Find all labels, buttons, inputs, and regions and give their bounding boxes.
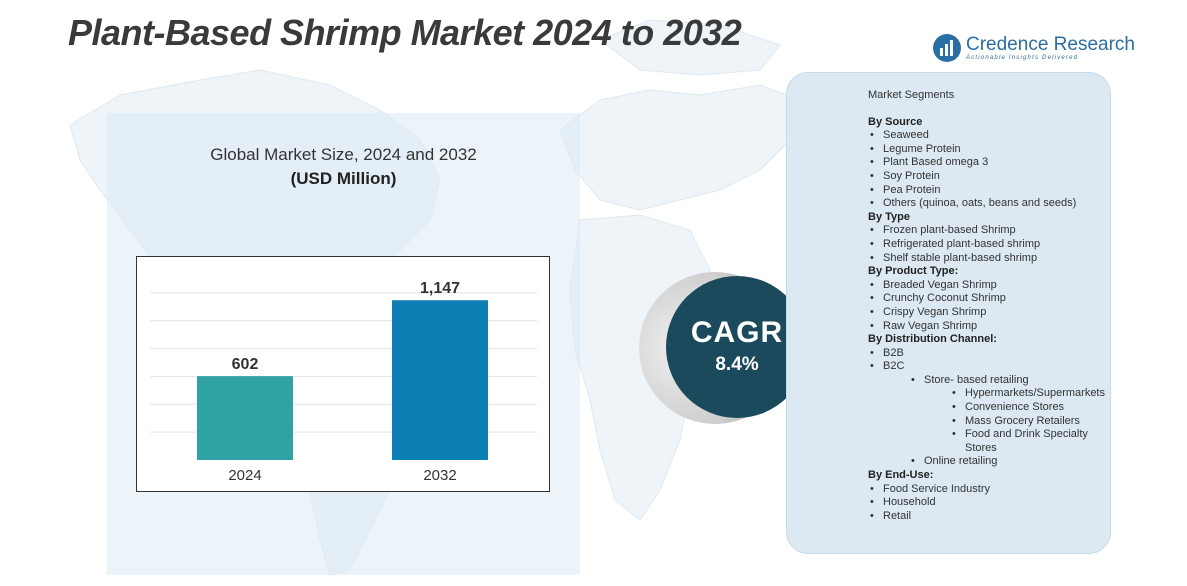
- segment-b2c-list: Store- based retailing: [868, 374, 1113, 388]
- page-title: Plant-Based Shrimp Market 2024 to 2032: [68, 12, 742, 53]
- list-item: Hypermarkets/Supermarkets: [950, 387, 1113, 401]
- logo-name: Credence Research: [966, 34, 1135, 55]
- list-item: Crispy Vegan Shrimp: [868, 306, 1113, 320]
- segment-category-product-type: By Product Type:: [868, 265, 959, 278]
- x-tick-label-2024: 2024: [228, 467, 261, 484]
- list-item: Legume Protein: [868, 143, 1113, 157]
- chart-title: Global Market Size, 2024 and 2032: [210, 145, 477, 164]
- segment-type-list: Frozen plant-based Shrimp Refrigerated p…: [868, 224, 1113, 265]
- list-item: Refrigerated plant-based shrimp: [868, 238, 1113, 252]
- list-item: Online retailing: [909, 455, 1113, 469]
- list-item: Food Service Industry: [868, 483, 1113, 497]
- credence-research-logo: Credence Research Actionable Insights De…: [933, 34, 1135, 62]
- list-item: Shelf stable plant-based shrimp: [868, 252, 1113, 266]
- segment-product-type-list: Breaded Vegan Shrimp Crunchy Coconut Shr…: [868, 279, 1113, 333]
- list-item: Retail: [868, 510, 1113, 524]
- list-item: Frozen plant-based Shrimp: [868, 224, 1113, 238]
- logo-tagline: Actionable Insights Delivered: [966, 55, 1079, 61]
- list-item: Breaded Vegan Shrimp: [868, 279, 1113, 293]
- segment-category-source: By Source: [868, 115, 923, 128]
- list-item: Seaweed: [868, 129, 1113, 143]
- bar-chart-logo-icon: [933, 34, 961, 62]
- list-item: Raw Vegan Shrimp: [868, 320, 1113, 334]
- segment-store-list: Hypermarkets/Supermarkets Convenience St…: [868, 387, 1113, 455]
- list-item: Pea Protein: [868, 184, 1113, 198]
- segment-category-end-use: By End-Use:: [868, 469, 934, 482]
- x-tick-label-2032: 2032: [423, 467, 456, 484]
- segment-end-use-list: Food Service Industry Household Retail: [868, 483, 1113, 524]
- list-item: Household: [868, 496, 1113, 510]
- list-item: Mass Grocery Retailers: [950, 415, 1113, 429]
- segments-list: Market Segments By Source Seaweed Legume…: [868, 89, 1113, 523]
- cagr-value: 8.4%: [715, 354, 759, 375]
- list-item: Food and Drink Specialty Stores: [950, 428, 1113, 455]
- segment-distribution-list: B2B B2C: [868, 347, 1113, 374]
- list-item: Others (quinoa, oats, beans and seeds): [868, 197, 1113, 211]
- list-item: Crunchy Coconut Shrimp: [868, 292, 1113, 306]
- segment-source-list: Seaweed Legume Protein Plant Based omega…: [868, 129, 1113, 211]
- data-label-2024: 602: [232, 356, 259, 373]
- cagr-badge: CAGR 8.4%: [666, 276, 808, 418]
- chart-unit: (USD Million): [290, 169, 397, 188]
- data-label-2032: 1,147: [420, 280, 460, 297]
- bar-2024: [197, 376, 293, 460]
- segment-online-list: Online retailing: [868, 455, 1113, 469]
- list-item: B2C: [868, 360, 1113, 374]
- list-item: Convenience Stores: [950, 401, 1113, 415]
- segments-heading: Market Segments: [868, 89, 955, 101]
- list-item: Plant Based omega 3: [868, 156, 1113, 170]
- segment-category-distribution: By Distribution Channel:: [868, 333, 997, 346]
- bar-2032: [392, 300, 488, 460]
- list-item: B2B: [868, 347, 1113, 361]
- list-item: Store- based retailing: [909, 374, 1113, 388]
- cagr-label: CAGR: [690, 316, 784, 349]
- list-item: Soy Protein: [868, 170, 1113, 184]
- segment-category-type: By Type: [868, 210, 910, 223]
